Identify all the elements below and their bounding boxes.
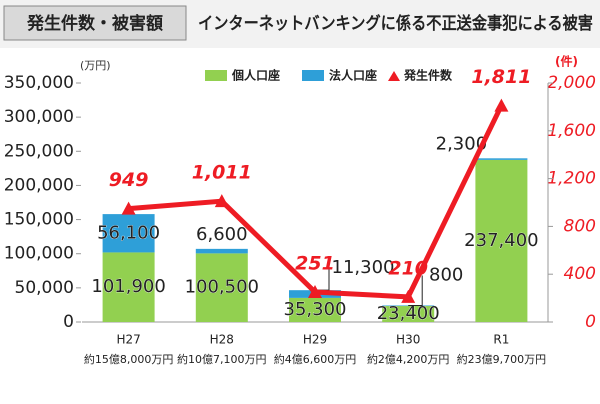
y2-tick-label: 0 xyxy=(585,312,596,332)
value-label: 2,300 xyxy=(436,133,488,154)
x-tick-label: H29 xyxy=(303,333,327,347)
category-note: 約23億9,700万円 xyxy=(457,352,547,366)
category-note: 約2億4,200万円 xyxy=(367,352,450,366)
line-label: 1,811 xyxy=(471,66,531,88)
value-label: 35,300 xyxy=(284,299,347,320)
header-label: 発生件数・被害額 xyxy=(26,13,163,34)
header-box xyxy=(3,5,187,41)
legend-label: 発生件数 xyxy=(403,68,453,83)
bar xyxy=(475,159,528,322)
leader-line xyxy=(408,275,423,306)
y-tick-label: 100,000 xyxy=(4,244,74,264)
y-tick-label: 200,000 xyxy=(4,175,74,195)
value-label: 6,600 xyxy=(196,224,248,245)
x-tick-label: H30 xyxy=(396,333,420,347)
y-tick-label: 300,000 xyxy=(4,107,74,127)
legend-label: 個人口座 xyxy=(231,68,280,83)
bar xyxy=(102,214,155,253)
value-label: 800 xyxy=(429,264,463,285)
bar xyxy=(475,158,528,160)
x-tick-label: R1 xyxy=(493,333,509,347)
point xyxy=(121,201,136,215)
x-tick-label: H27 xyxy=(116,333,140,347)
chart-title: インターネットバンキングに係る不正送金事犯による被害 xyxy=(198,13,593,34)
y-tick-label: 150,000 xyxy=(4,210,74,230)
y2-tick-label: 1,600 xyxy=(547,121,596,141)
y2-tick-label: 2,000 xyxy=(547,73,596,93)
y2-tick-label: 800 xyxy=(564,216,596,236)
y2-unit: (件) xyxy=(555,54,578,69)
y-tick-label: 250,000 xyxy=(4,141,74,161)
value-label: 23,400 xyxy=(377,303,440,324)
value-label: 237,400 xyxy=(464,230,538,251)
bar xyxy=(102,252,155,322)
category-note: 約10億7,100万円 xyxy=(177,352,267,366)
y-tick-label: 50,000 xyxy=(15,278,74,298)
y2-tick-label: 400 xyxy=(564,264,596,284)
point xyxy=(308,285,322,299)
bar xyxy=(195,253,248,322)
bar xyxy=(289,297,341,322)
y-tick-label: 0 xyxy=(63,312,74,332)
value-label: 11,300 xyxy=(332,257,395,278)
bar xyxy=(382,306,435,322)
bar xyxy=(195,248,248,254)
x-tick-label: H28 xyxy=(210,333,234,347)
legend-label: 法人口座 xyxy=(329,68,377,83)
point xyxy=(494,98,509,112)
y2-tick-label: 1,200 xyxy=(547,169,596,189)
line-label: 949 xyxy=(109,169,149,191)
category-note: 約15億8,000万円 xyxy=(84,352,174,366)
value-label: 100,500 xyxy=(185,277,259,298)
legend-marker xyxy=(302,70,324,81)
line-label: 251 xyxy=(295,253,335,275)
line-label: 210 xyxy=(388,257,428,279)
value-label: 56,100 xyxy=(97,222,160,243)
point xyxy=(214,194,229,208)
value-label: 101,900 xyxy=(91,276,165,297)
point xyxy=(401,289,416,303)
y-unit: (万円) xyxy=(80,59,111,72)
legend-marker xyxy=(205,70,227,81)
line-label: 1,011 xyxy=(192,162,252,184)
category-note: 約4億6,600万円 xyxy=(274,352,357,366)
legend-marker xyxy=(388,71,400,81)
y-tick-label: 350,000 xyxy=(4,73,74,93)
